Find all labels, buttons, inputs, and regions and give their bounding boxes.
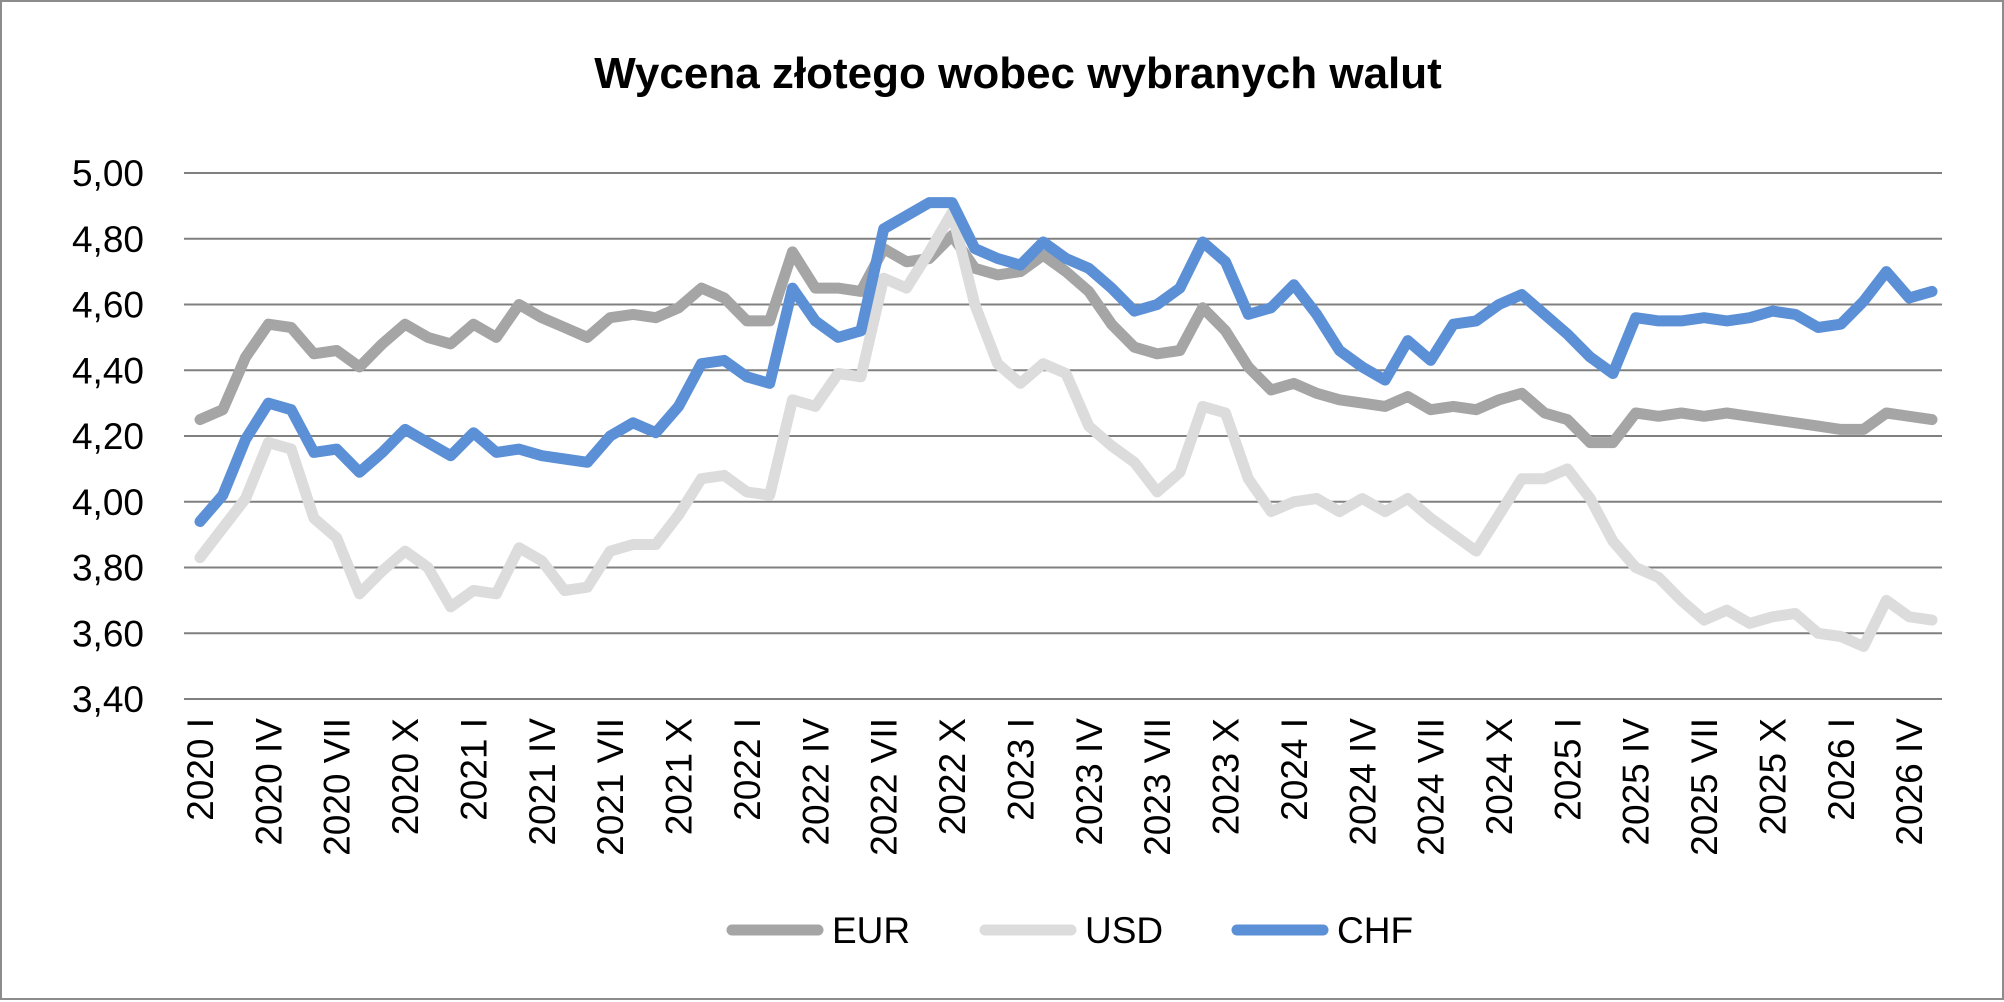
x-tick-label: 2022 IV — [795, 718, 836, 846]
x-tick-label: 2022 X — [932, 718, 973, 835]
x-tick-label: 2022 I — [727, 718, 768, 821]
y-tick-label: 3,60 — [72, 613, 144, 654]
y-tick-label: 3,40 — [72, 679, 144, 720]
series-line-usd — [194, 207, 1938, 652]
x-tick-label: 2020 IV — [248, 718, 289, 846]
x-tick-label: 2023 VII — [1137, 718, 1178, 856]
legend-label: EUR — [832, 910, 910, 951]
x-tick-label: 2024 VII — [1411, 718, 1452, 856]
x-tick-label: 2021 I — [453, 718, 494, 821]
x-tick-label: 2024 IV — [1342, 718, 1383, 846]
series-line-chf — [194, 197, 1938, 527]
series-layer — [194, 197, 1938, 652]
y-axis-tick-labels: 5,00 4,80 4,60 4,40 4,20 4,00 3,80 3,60 3,40 — [72, 153, 144, 720]
x-tick-label: 2023 I — [1000, 718, 1041, 821]
x-tick-label: 2022 VII — [864, 718, 905, 856]
y-tick-label: 4,80 — [72, 219, 144, 260]
x-tick-label: 2024 X — [1479, 718, 1520, 835]
x-tick-label: 2025 X — [1752, 718, 1793, 835]
legend-label: CHF — [1337, 910, 1413, 951]
x-tick-label: 2021 IV — [522, 718, 563, 846]
x-tick-label: 2025 IV — [1616, 718, 1657, 846]
x-tick-label: 2021 VII — [590, 718, 631, 856]
x-tick-label: 2026 IV — [1889, 718, 1930, 846]
x-tick-label: 2020 X — [385, 718, 426, 835]
x-axis-tick-labels: 2020 I 2020 IV 2020 VII 2020 X 2021 I 2021 IV… — [180, 718, 1930, 856]
x-tick-label: 2026 I — [1821, 718, 1862, 821]
y-tick-label: 3,80 — [72, 548, 144, 589]
y-tick-label: 4,60 — [72, 285, 144, 326]
x-tick-label: 2023 X — [1206, 718, 1247, 835]
series-line-eur — [194, 230, 1938, 449]
y-tick-label: 4,00 — [72, 482, 144, 523]
legend-item-usd: USD — [979, 910, 1163, 951]
x-tick-label: 2025 VII — [1684, 718, 1725, 856]
y-tick-label: 4,40 — [72, 350, 144, 391]
x-tick-label: 2025 I — [1547, 718, 1588, 821]
x-tick-label: 2023 IV — [1069, 718, 1110, 846]
legend-label: USD — [1085, 910, 1163, 951]
x-tick-label: 2020 I — [180, 718, 221, 821]
x-tick-label: 2021 X — [659, 718, 700, 835]
legend: EUR USD CHF — [726, 910, 1413, 951]
y-tick-label: 4,20 — [72, 416, 144, 457]
y-tick-label: 5,00 — [72, 153, 144, 194]
legend-item-eur: EUR — [726, 910, 910, 951]
x-tick-label: 2020 VII — [317, 718, 358, 856]
x-tick-label: 2024 I — [1274, 718, 1315, 821]
chart-title: Wycena złotego wobec wybranych walut — [594, 49, 1442, 98]
legend-item-chf: CHF — [1231, 910, 1413, 951]
